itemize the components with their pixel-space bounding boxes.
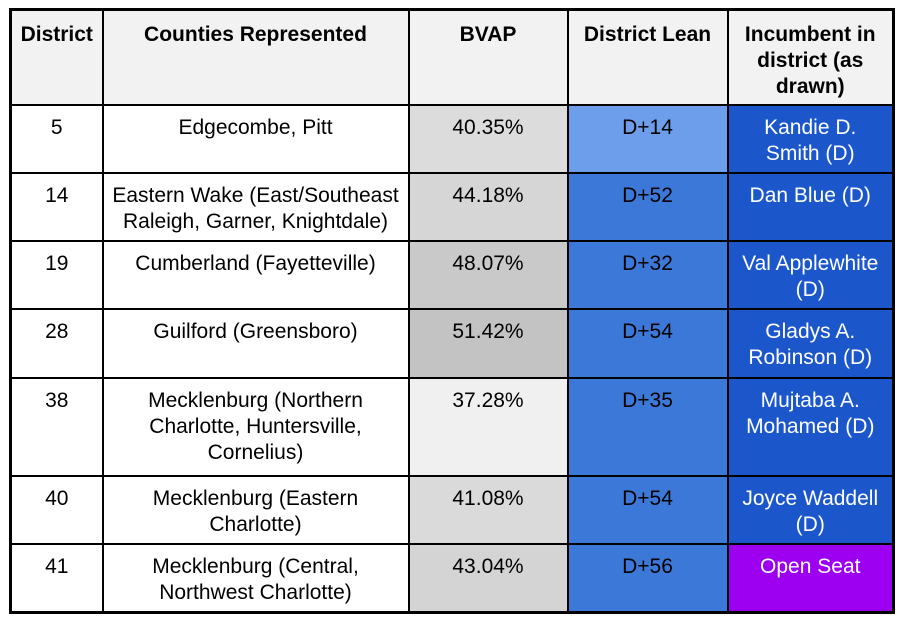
district-lean-cell: D+14 — [566, 104, 729, 175]
header-district: District — [9, 8, 104, 107]
district-lean-cell: D+54 — [566, 475, 729, 546]
bvap-cell: 51.42% — [407, 308, 569, 380]
district-cell: 40 — [9, 475, 104, 546]
header-counties: Counties Represented — [101, 8, 410, 107]
bvap-cell: 40.35% — [407, 104, 569, 175]
incumbent-cell: Dan Blue (D) — [726, 172, 895, 243]
incumbent-cell: Kandie D. Smith (D) — [726, 104, 895, 175]
incumbent-cell: Val Applewhite (D) — [726, 240, 895, 311]
counties-cell: Mecklenburg (Northern Charlotte, Hunters… — [101, 377, 410, 478]
table-header: District Counties Represented BVAP Distr… — [9, 8, 895, 107]
header-district-lean: District Lean — [566, 8, 729, 107]
district-lean-cell: D+54 — [566, 308, 729, 380]
table-row: 38 Mecklenburg (Northern Charlotte, Hunte… — [9, 377, 895, 478]
district-lean-cell: D+35 — [566, 377, 729, 478]
district-lean-cell: D+52 — [566, 172, 729, 243]
counties-cell: Edgecombe, Pitt — [101, 104, 410, 175]
incumbent-cell: Open Seat — [726, 543, 895, 614]
bvap-cell: 41.08% — [407, 475, 569, 546]
counties-cell: Guilford (Greensboro) — [101, 308, 410, 380]
table-row: 5 Edgecombe, Pitt 40.35% D+14 Kandie D. Smit… — [9, 104, 895, 175]
incumbent-cell: Gladys A. Robinson (D) — [726, 308, 895, 380]
counties-cell: Eastern Wake (East/Southeast Raleigh, Ga… — [101, 172, 410, 243]
table-row: 14 Eastern Wake (East/Southeast Raleigh, … — [9, 172, 895, 243]
counties-cell: Cumberland (Fayetteville) — [101, 240, 410, 311]
bvap-cell: 44.18% — [407, 172, 569, 243]
district-lean-cell: D+56 — [566, 543, 729, 614]
incumbent-cell: Joyce Waddell (D) — [726, 475, 895, 546]
bvap-cell: 37.28% — [407, 377, 569, 478]
header-incumbent: Incumbent in district (as drawn) — [726, 8, 895, 107]
districts-table: District Counties Represented BVAP Distr… — [9, 8, 895, 614]
district-cell: 38 — [9, 377, 104, 478]
counties-cell: Mecklenburg (Eastern Charlotte) — [101, 475, 410, 546]
district-cell: 14 — [9, 172, 104, 243]
district-cell: 41 — [9, 543, 104, 614]
incumbent-cell: Mujtaba A. Mohamed (D) — [726, 377, 895, 478]
counties-cell: Mecklenburg (Central, Northwest Charlott… — [101, 543, 410, 614]
table-row: 19 Cumberland (Fayetteville) 48.07% D+32 Val… — [9, 240, 895, 311]
table-row: 28 Guilford (Greensboro) 51.42% D+54 Gladys … — [9, 308, 895, 380]
header-row: District Counties Represented BVAP Distr… — [9, 8, 895, 107]
table-row: 41 Mecklenburg (Central, Northwest Charlo… — [9, 543, 895, 614]
bvap-cell: 43.04% — [407, 543, 569, 614]
district-cell: 19 — [9, 240, 104, 311]
table-body: 5 Edgecombe, Pitt 40.35% D+14 Kandie D. Smit… — [9, 104, 895, 614]
header-bvap: BVAP — [407, 8, 569, 107]
table-row: 40 Mecklenburg (Eastern Charlotte) 41.08% D… — [9, 475, 895, 546]
district-cell: 28 — [9, 308, 104, 380]
bvap-cell: 48.07% — [407, 240, 569, 311]
district-lean-cell: D+32 — [566, 240, 729, 311]
district-cell: 5 — [9, 104, 104, 175]
